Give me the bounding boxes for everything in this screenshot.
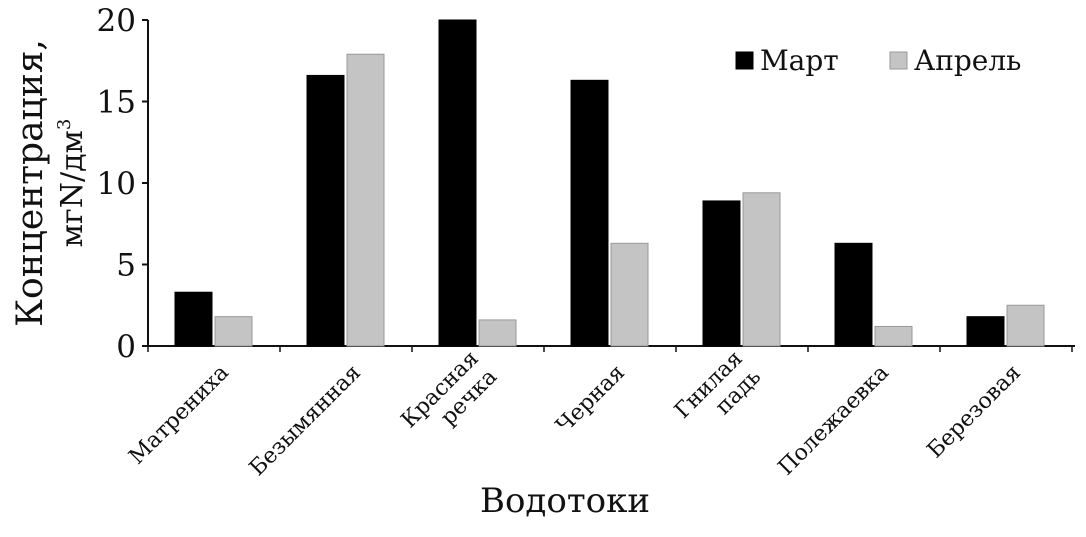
x-tick-label: Безымянная — [245, 360, 366, 481]
legend-label-april: Апрель — [914, 44, 1021, 77]
bar-march — [174, 291, 213, 347]
x-tick-label-line: Безымянная — [245, 360, 366, 481]
y-tick-label: 10 — [97, 166, 136, 202]
y-axis-label-line1: Концентрация, — [10, 39, 51, 327]
bar-april — [1006, 304, 1045, 347]
legend-swatch-march — [735, 51, 754, 70]
y-axis-label-sup: 3 — [54, 119, 75, 130]
x-tick-label-line: Черная — [552, 360, 630, 438]
bar-april — [610, 242, 649, 347]
y-tick-label: 5 — [116, 248, 136, 284]
x-axis-label: Водотоки — [480, 481, 650, 521]
x-tick-label: Матрениха — [124, 360, 233, 469]
bar-march — [570, 79, 609, 347]
bar-march — [702, 200, 741, 347]
bar-march — [834, 242, 873, 347]
bar-april — [874, 325, 913, 347]
bar-april — [214, 316, 253, 347]
y-axis-label-units: мгN/дм — [55, 130, 90, 247]
x-tick-label: Краснаяречка — [397, 346, 503, 452]
legend-swatch-april — [889, 51, 908, 70]
x-tick-label: Гнилаяпадь — [670, 346, 766, 442]
x-tick-label: Березовая — [923, 360, 1026, 463]
x-tick-label-line: Матрениха — [124, 360, 233, 469]
bar-march — [306, 74, 345, 347]
y-tick-label: 0 — [116, 329, 136, 365]
x-tick-label: Черная — [552, 360, 630, 438]
legend-label-march: Март — [760, 44, 839, 77]
x-tick-label-line: Полежаевка — [774, 360, 894, 480]
x-tick-label: Полежаевка — [774, 360, 894, 480]
bar-march — [438, 19, 477, 347]
bar-april — [478, 319, 517, 347]
bar-march — [966, 316, 1005, 347]
y-axis-label-line2: мгN/дм3 — [54, 119, 90, 248]
y-tick-label: 15 — [97, 85, 136, 121]
y-tick-label: 20 — [97, 3, 136, 39]
bar-april — [346, 53, 385, 347]
bar-april — [742, 192, 781, 347]
x-tick-label-line: Березовая — [923, 360, 1026, 463]
